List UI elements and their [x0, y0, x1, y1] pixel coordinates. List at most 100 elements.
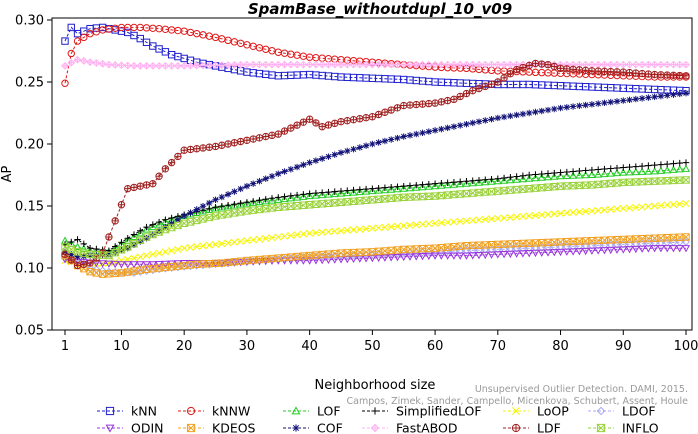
data-point: [443, 60, 452, 69]
series-fastabod: [61, 55, 690, 70]
data-point: [105, 424, 115, 433]
data-point: [186, 145, 195, 154]
data-point: [205, 143, 213, 151]
data-point: [381, 108, 389, 116]
data-point: [525, 61, 533, 70]
data-point: [569, 248, 578, 256]
data-point: [211, 61, 220, 70]
data-point: [362, 187, 371, 195]
data-point: [205, 241, 213, 249]
data-point: [582, 101, 589, 109]
data-point: [211, 240, 220, 248]
data-point: [468, 60, 477, 69]
data-point: [286, 254, 295, 263]
data-point: [92, 269, 101, 277]
data-point: [481, 215, 489, 223]
data-point: [142, 38, 151, 47]
data-point: [612, 168, 622, 177]
data-point: [556, 209, 565, 217]
data-point: [325, 153, 332, 160]
data-point: [374, 254, 383, 263]
data-point: [311, 191, 320, 199]
data-point: [236, 137, 245, 146]
data-point: [519, 212, 527, 220]
data-point: [174, 245, 182, 253]
data-point: [336, 189, 346, 197]
data-point: [337, 149, 345, 156]
legend-item-ldof: LDOF: [588, 404, 656, 419]
data-point: [531, 244, 540, 252]
data-point: [669, 71, 678, 79]
legend-item-kdeos: KDEOS: [178, 421, 256, 434]
data-point: [79, 57, 88, 65]
data-point: [581, 181, 591, 189]
data-point: [281, 168, 288, 175]
data-point: [412, 100, 420, 109]
data-point: [243, 136, 251, 144]
data-point: [575, 248, 584, 256]
y-tick-label: 0.25: [15, 76, 44, 91]
data-point: [437, 60, 446, 69]
data-point: [180, 261, 188, 270]
data-point: [349, 226, 358, 234]
data-point: [287, 231, 295, 240]
data-point: [337, 227, 345, 235]
data-point: [607, 98, 614, 106]
data-point: [601, 99, 608, 107]
data-point: [481, 245, 490, 254]
data-point: [180, 146, 188, 154]
data-point: [375, 139, 382, 146]
data-point: [218, 193, 226, 201]
data-point: [588, 60, 596, 69]
data-point: [155, 61, 163, 70]
x-tick-label: 1: [61, 339, 69, 354]
data-point: [380, 185, 389, 194]
credit-line-2: Campos, Zimek, Sander, Campello, Micenko…: [347, 396, 689, 407]
data-point: [468, 252, 477, 260]
data-point: [330, 60, 339, 69]
data-point: [61, 37, 69, 45]
data-point: [438, 179, 445, 187]
data-point: [98, 59, 107, 68]
data-point: [569, 242, 577, 251]
data-point: [462, 189, 471, 198]
data-point: [124, 244, 131, 252]
data-point: [405, 183, 415, 192]
series-line: [64, 168, 687, 253]
data-point: [657, 161, 665, 168]
series-lof: [60, 164, 691, 255]
data-point: [148, 222, 157, 231]
data-point: [173, 221, 183, 230]
data-point: [613, 98, 621, 105]
x-axis: 1 10 20 30 40 50 60 70 80 90 100: [61, 330, 698, 354]
data-point: [475, 246, 483, 255]
data-point: [569, 168, 577, 175]
data-point: [73, 55, 82, 64]
data-point: [381, 247, 389, 255]
data-point: [575, 208, 583, 216]
data-point: [186, 261, 195, 269]
data-point: [600, 169, 609, 178]
data-point: [544, 170, 552, 177]
data-point: [656, 166, 665, 174]
x-tick-label: 90: [615, 339, 632, 354]
data-point: [281, 193, 288, 200]
data-point: [400, 182, 407, 190]
data-point: [148, 61, 157, 70]
data-point: [531, 173, 540, 182]
data-point: [425, 220, 433, 228]
data-point: [613, 60, 621, 69]
data-point: [631, 178, 641, 186]
data-point: [337, 60, 345, 69]
data-point: [224, 239, 232, 247]
data-point: [174, 152, 182, 161]
data-point: [67, 23, 75, 32]
data-point: [142, 265, 151, 273]
data-point: [300, 161, 307, 169]
data-point: [651, 161, 658, 169]
data-point: [650, 239, 659, 248]
data-point: [594, 247, 603, 255]
data-point: [86, 58, 94, 67]
data-point: [456, 178, 464, 185]
data-point: [393, 254, 402, 262]
